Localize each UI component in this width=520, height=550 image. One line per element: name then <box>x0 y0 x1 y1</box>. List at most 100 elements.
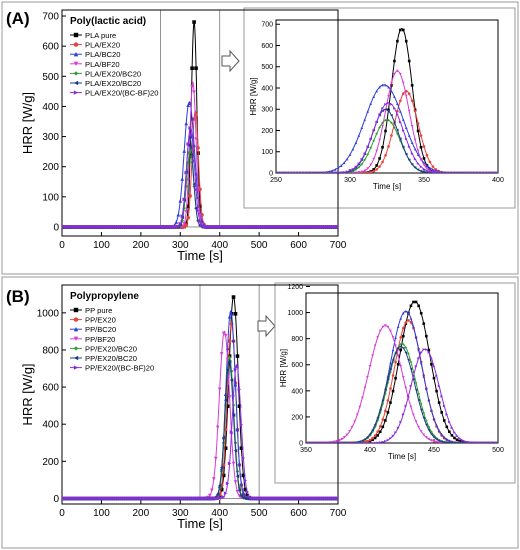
data-point <box>481 171 485 173</box>
data-point <box>467 171 470 173</box>
data-point <box>389 329 392 333</box>
data-point <box>241 225 246 229</box>
data-point <box>150 225 155 229</box>
data-point <box>137 496 141 501</box>
data-point <box>307 171 310 173</box>
data-point <box>170 225 175 229</box>
data-point <box>417 348 420 352</box>
data-point <box>387 118 390 122</box>
data-point <box>229 369 234 374</box>
data-point <box>486 441 490 443</box>
data-point <box>384 439 387 443</box>
data-point <box>322 225 326 229</box>
data-point <box>158 496 163 501</box>
data-point <box>237 488 242 492</box>
data-point <box>198 187 202 192</box>
legend-entry: PLA/BC20 <box>85 50 120 59</box>
x-tick-label: 0 <box>59 508 65 519</box>
data-point <box>412 370 415 374</box>
data-point <box>314 441 318 443</box>
data-point <box>72 225 76 229</box>
data-point <box>387 94 390 98</box>
data-point <box>373 434 377 437</box>
data-point <box>372 139 375 143</box>
data-point <box>294 496 299 501</box>
data-point <box>225 225 230 229</box>
data-point <box>378 138 381 142</box>
data-point <box>322 496 326 501</box>
x-tick-label: 600 <box>290 240 307 251</box>
series-line <box>276 27 498 173</box>
data-point <box>358 441 362 443</box>
x-tick-label: 600 <box>290 508 307 519</box>
data-point <box>186 215 190 220</box>
data-point <box>378 113 381 116</box>
data-point <box>292 496 297 501</box>
data-point <box>284 225 289 229</box>
data-point <box>281 225 285 229</box>
data-point <box>419 402 423 406</box>
data-point <box>354 165 358 169</box>
data-point <box>391 348 395 352</box>
data-point <box>298 225 303 229</box>
data-point <box>97 225 102 229</box>
data-point <box>448 420 451 424</box>
chart-title: Poly(lactic acid) <box>70 16 146 27</box>
data-point <box>496 441 498 443</box>
data-point <box>345 170 349 173</box>
data-point <box>306 496 311 501</box>
data-point <box>432 435 436 439</box>
data-point <box>328 496 332 501</box>
data-point <box>376 336 379 339</box>
data-point <box>154 225 159 229</box>
data-point <box>434 171 438 173</box>
data-point <box>404 137 408 141</box>
series-layer <box>276 27 498 173</box>
data-point <box>137 225 141 229</box>
data-point <box>144 225 149 229</box>
data-point <box>445 441 449 443</box>
data-point <box>354 171 358 173</box>
data-point <box>334 225 338 229</box>
y-tick-label: 200 <box>261 128 273 135</box>
data-point <box>428 169 432 172</box>
data-point <box>371 354 374 357</box>
data-point <box>361 441 364 443</box>
y-tick-label: 300 <box>42 132 59 143</box>
data-point <box>369 137 373 141</box>
data-point <box>198 496 202 501</box>
y-tick-label: 200 <box>42 457 59 468</box>
y-tick-label: 800 <box>291 336 303 343</box>
legend-marker <box>73 52 79 57</box>
data-point <box>376 430 379 433</box>
data-point <box>166 225 171 229</box>
data-point <box>442 404 446 408</box>
inset-a-frame <box>243 7 516 209</box>
data-point <box>413 166 417 169</box>
data-point <box>109 496 114 501</box>
data-point <box>391 434 395 438</box>
data-point <box>340 437 344 441</box>
y-axis-label: HRR [W/g] <box>249 77 258 115</box>
data-point <box>196 146 200 150</box>
data-point <box>87 496 92 501</box>
data-point <box>284 496 289 501</box>
data-point <box>182 197 187 202</box>
data-point <box>348 153 352 156</box>
data-point <box>399 342 403 346</box>
data-point <box>425 334 428 338</box>
data-point <box>125 496 129 501</box>
data-point <box>386 438 390 442</box>
data-point <box>265 225 269 229</box>
data-point <box>432 365 436 368</box>
data-point <box>416 149 420 153</box>
y-tick-label: 0 <box>269 170 273 177</box>
data-point <box>184 210 188 214</box>
data-point <box>231 394 236 398</box>
data-point <box>304 171 307 173</box>
data-point <box>156 225 161 229</box>
data-point <box>121 225 125 229</box>
data-point <box>445 437 449 441</box>
plot-area <box>275 19 499 174</box>
data-point <box>233 225 238 229</box>
